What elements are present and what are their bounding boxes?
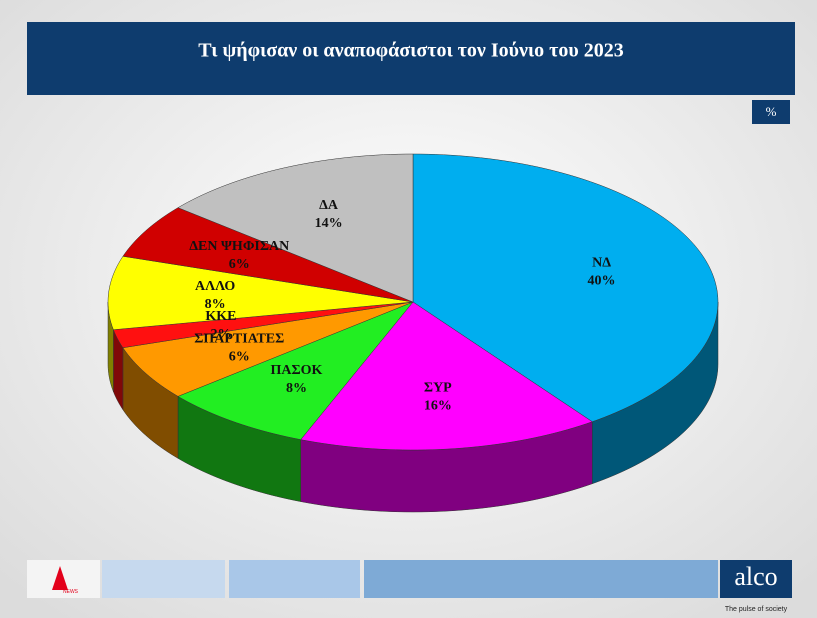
- tagline: The pulse of society: [725, 606, 788, 613]
- brand-box: [720, 560, 792, 598]
- slice-label: ΠΑΣΟΚ: [271, 363, 323, 378]
- slice-value-label: 6%: [229, 350, 250, 365]
- pie: ΝΔ 40% ΣΥΡ 16% ΠΑΣΟΚ 8% ΣΠΑΡΤΙΑΤΕΣ 6% ΚΚΕ 2% ΑΛΛΟ 8…: [107, 153, 719, 513]
- slice-value-label: 2%: [210, 327, 231, 342]
- slice-value-label: 14%: [315, 216, 343, 231]
- pie-slice: [122, 207, 414, 303]
- header-bar: [27, 22, 795, 95]
- slice-label: ΣΥΡ: [424, 381, 452, 396]
- logo-mark: [52, 566, 68, 590]
- slice-label: ΑΛΛΟ: [195, 279, 235, 294]
- logo-text: NEWS: [63, 589, 79, 595]
- brand: alco: [734, 562, 777, 591]
- slice-value-label: 40%: [588, 273, 616, 288]
- slice-value-label: 8%: [205, 297, 226, 312]
- pie-slice: [107, 255, 414, 330]
- pie-slice: [177, 153, 414, 303]
- unit-badge: [752, 100, 790, 124]
- slice-label: ΔΕΝ ΨΗΦΙΣΑΝ: [189, 239, 289, 254]
- slice-value-label: 16%: [424, 399, 452, 414]
- chart-title: Τι ψήφισαν οι αναποφάσιστοι τον Ιούνιο τ…: [198, 40, 623, 62]
- pie-slice: [300, 301, 593, 451]
- slice-label: ΚΚΕ: [205, 309, 236, 324]
- slice-value-label: 8%: [286, 381, 307, 396]
- slice-label: ΔΑ: [319, 198, 339, 213]
- footer-band: [102, 560, 225, 598]
- pie-slice: [122, 301, 414, 397]
- pie-slice: [113, 301, 414, 349]
- slice-label: ΣΠΑΡΤΙΑΤΕΣ: [194, 332, 284, 347]
- pie-slice: [177, 301, 414, 440]
- slice-value-label: 6%: [229, 257, 250, 272]
- footer-band: [364, 560, 718, 598]
- slice-label: ΝΔ: [592, 255, 611, 270]
- pie-slice: [412, 153, 719, 423]
- footer-band: [229, 560, 360, 598]
- unit-badge-text: %: [766, 104, 777, 119]
